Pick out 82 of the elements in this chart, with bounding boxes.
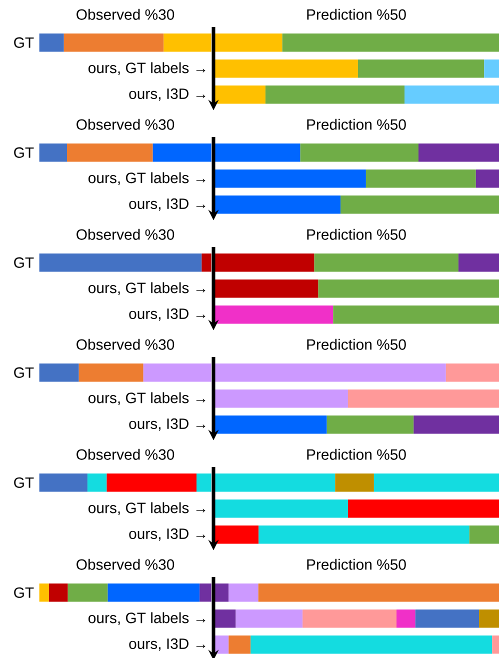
y-tick-label: ours, GT labels →: [88, 392, 206, 405]
bar: [366, 170, 476, 188]
y-tick-label: GT: [14, 367, 34, 378]
y-tick-label: ours, GT labels →: [88, 502, 206, 515]
bar: [214, 474, 336, 492]
chart-title: Prediction %50: [307, 338, 406, 350]
chart-title: Prediction %50: [307, 8, 406, 20]
bar: [250, 636, 492, 654]
text: Observed %30: [76, 8, 174, 20]
bar: [87, 474, 107, 492]
bar: [404, 86, 499, 104]
text: Observed %30: [76, 228, 174, 240]
bar: [469, 526, 499, 544]
bar: [214, 196, 341, 214]
y-tick-label: GT: [14, 587, 34, 598]
bar: [414, 416, 499, 434]
y-tick-label: ours, GT labels →: [88, 172, 206, 185]
y-tick-label: ours, GT labels →: [88, 612, 206, 625]
y-tick-label: GT: [14, 147, 34, 158]
bar: [348, 500, 499, 518]
text: Observed %30: [76, 118, 174, 130]
y-tick-label: GT: [14, 257, 34, 268]
bar: [214, 280, 318, 298]
bar: [214, 34, 282, 52]
bar: [396, 610, 416, 628]
bar: [358, 60, 484, 78]
y-tick-label: ours, I3D →: [129, 308, 206, 321]
bar: [282, 34, 499, 52]
bar: [214, 500, 348, 518]
bar: [106, 474, 197, 492]
bar: [68, 584, 108, 602]
chart-title: Prediction %50: [307, 448, 406, 460]
bar: [300, 144, 418, 162]
bar: [458, 254, 499, 272]
text: Observed %30: [76, 558, 174, 570]
bar: [418, 144, 499, 162]
bar: [196, 474, 212, 492]
bar: [415, 610, 480, 628]
bar: [326, 416, 414, 434]
bar: [214, 390, 348, 408]
bar: [214, 86, 266, 104]
chart-title: Prediction %50: [307, 118, 406, 130]
y-tick-label: ours, I3D →: [129, 638, 206, 651]
bar: [318, 280, 499, 298]
bar: [108, 584, 200, 602]
y-tick-label: ours, GT labels →: [88, 282, 206, 295]
chart-title: Prediction %50: [307, 228, 406, 240]
bar: [335, 474, 374, 492]
bar: [236, 610, 303, 628]
bar: [258, 584, 499, 602]
bar: [314, 254, 458, 272]
bar: [39, 584, 49, 602]
bar: [214, 610, 236, 628]
bar: [214, 144, 300, 162]
y-tick-label: ours, GT labels →: [88, 62, 206, 75]
bar: [333, 306, 499, 324]
bar: [484, 60, 499, 78]
bar: [214, 60, 358, 78]
y-tick-label: ours, I3D →: [129, 88, 206, 101]
bar: [479, 610, 499, 628]
bar: [214, 416, 327, 434]
bar: [228, 584, 258, 602]
y-tick-label: ours, I3D →: [129, 198, 206, 211]
bar: [214, 170, 366, 188]
bar: [214, 306, 334, 324]
bar: [39, 474, 88, 492]
y-tick-label: GT: [14, 477, 34, 488]
chart-title: Prediction %50: [307, 558, 406, 570]
text: Observed %30: [76, 338, 174, 350]
bar: [214, 364, 446, 382]
bar: [48, 584, 68, 602]
bar: [476, 170, 499, 188]
bar: [348, 390, 499, 408]
bar: [265, 86, 405, 104]
y-tick-label: ours, I3D →: [129, 528, 206, 541]
text: Observed %30: [76, 448, 174, 460]
bar: [200, 584, 212, 602]
bar: [340, 196, 499, 214]
y-tick-label: ours, I3D →: [129, 418, 206, 431]
bar: [214, 254, 314, 272]
y-tick-label: GT: [14, 37, 34, 48]
bar: [446, 364, 499, 382]
